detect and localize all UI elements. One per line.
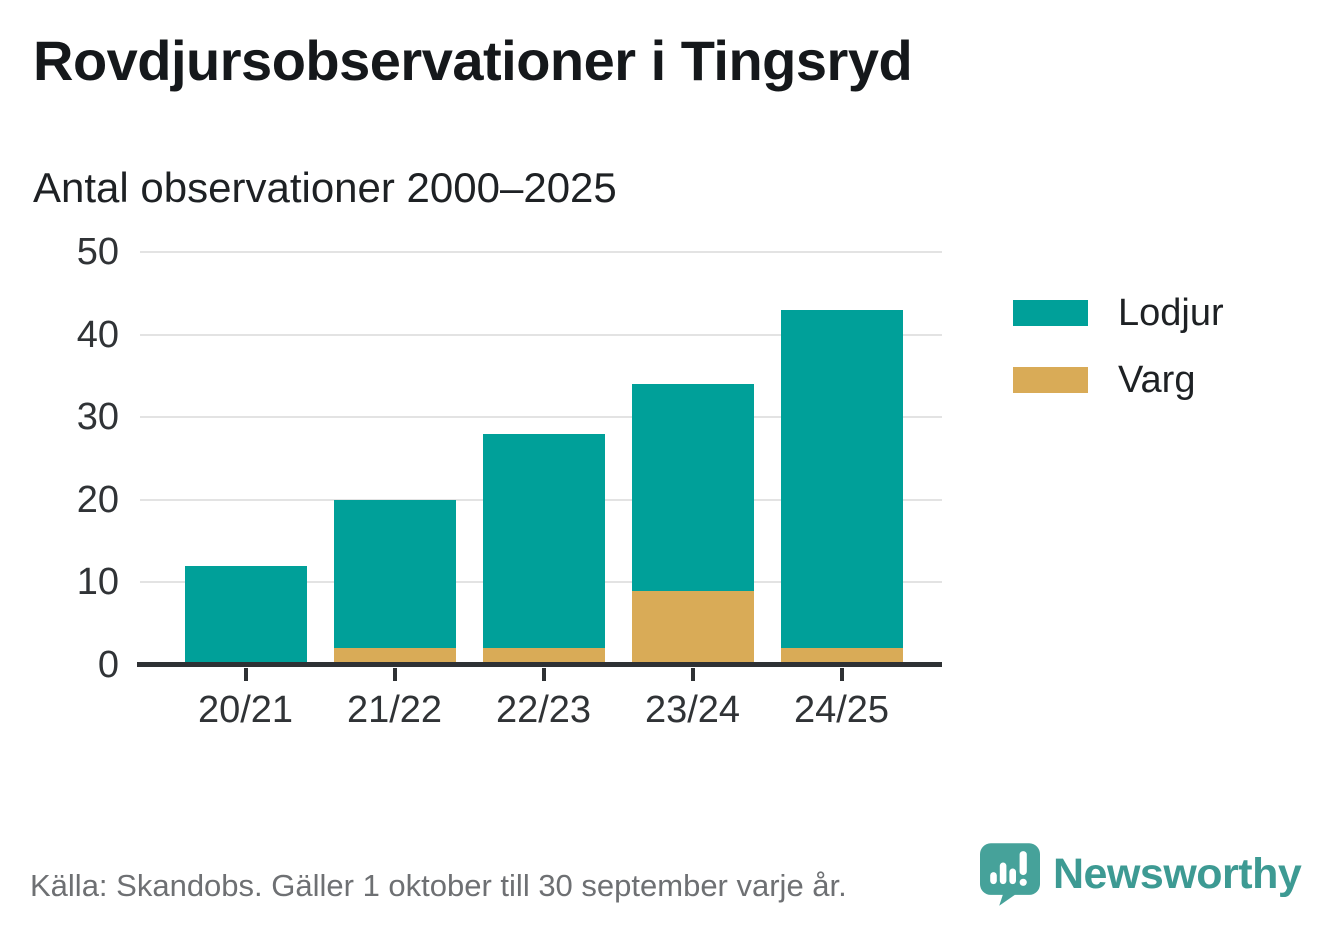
plot-area: 0 10 20 30 40 50 20/21 21/22 22/23 23/24 24/25 bbox=[77, 231, 942, 731]
newsworthy-bubble-icon bbox=[980, 843, 1040, 906]
x-tick-label: 21/22 bbox=[346, 689, 443, 731]
x-axis-tick bbox=[541, 668, 546, 681]
gridline-40 bbox=[140, 333, 942, 336]
x-tick-label: 23/24 bbox=[644, 689, 741, 731]
y-tick-label: 30 bbox=[76, 396, 119, 439]
x-axis-tick bbox=[690, 668, 695, 681]
y-tick-label: 40 bbox=[76, 313, 119, 356]
bar-segment-lodjur-22/23 bbox=[482, 433, 605, 649]
y-tick-label: 20 bbox=[76, 478, 119, 521]
chart-subtitle: Antal observationer 2000–2025 bbox=[33, 164, 617, 211]
legend-item-lodjur: Lodjur bbox=[1013, 294, 1224, 332]
source-note: Källa: Skandobs. Gäller 1 oktober till 3… bbox=[30, 868, 847, 903]
lodjur-swatch bbox=[1013, 300, 1088, 326]
x-tick-label: 24/25 bbox=[793, 689, 890, 731]
gridline-30 bbox=[140, 416, 942, 419]
legend-label: Lodjur bbox=[1118, 292, 1224, 334]
legend-item-varg: Varg bbox=[1013, 361, 1224, 399]
gridline-50 bbox=[140, 251, 942, 253]
varg-swatch bbox=[1013, 367, 1088, 393]
x-tick-label: 22/23 bbox=[495, 689, 592, 731]
bar-segment-varg-21/22 bbox=[333, 648, 456, 665]
x-axis-tick bbox=[839, 668, 844, 681]
y-tick-label: 10 bbox=[76, 561, 119, 604]
x-axis-tick bbox=[392, 668, 397, 681]
y-tick-label: 0 bbox=[97, 644, 119, 686]
bar-segment-varg-24/25 bbox=[780, 648, 903, 665]
brand-logo: Newsworthy bbox=[980, 843, 1302, 906]
brand-name: Newsworthy bbox=[1053, 850, 1302, 898]
x-axis-line bbox=[137, 662, 942, 667]
bar-segment-lodjur-20/21 bbox=[184, 565, 307, 665]
legend-label: Varg bbox=[1118, 359, 1196, 401]
y-tick-label: 50 bbox=[76, 231, 119, 273]
bar-segment-lodjur-21/22 bbox=[333, 499, 456, 649]
bar-segment-varg-22/23 bbox=[482, 648, 605, 665]
bar-segment-varg-23/24 bbox=[631, 590, 754, 665]
x-tick-label: 20/21 bbox=[197, 689, 294, 731]
bar-segment-lodjur-24/25 bbox=[780, 309, 903, 649]
legend: Lodjur Varg bbox=[1013, 294, 1224, 428]
chart-title: Rovdjursobservationer i Tingsryd bbox=[33, 29, 913, 92]
bar-segment-lodjur-23/24 bbox=[631, 384, 754, 591]
x-axis-tick bbox=[243, 668, 248, 681]
